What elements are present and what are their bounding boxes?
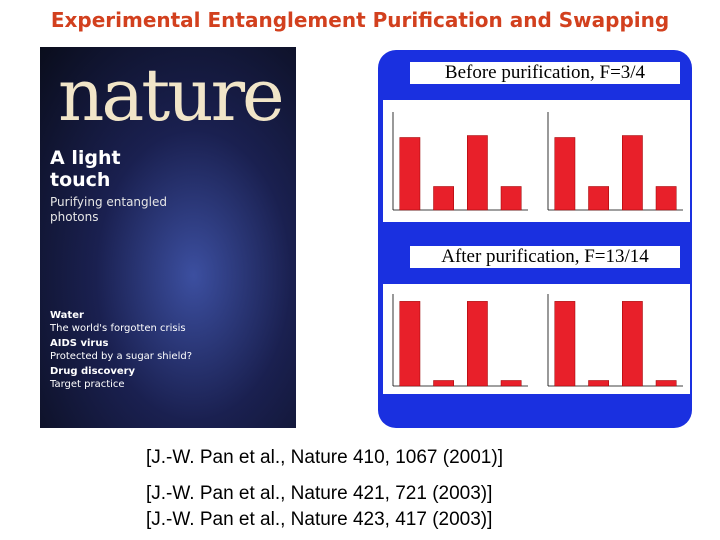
bar: [500, 186, 522, 211]
bar: [500, 380, 522, 387]
item-text: Protected by a sugar shield?: [50, 351, 193, 362]
masthead: nature: [58, 53, 285, 137]
bar: [622, 135, 643, 211]
bar: [554, 137, 576, 211]
bar: [655, 380, 677, 387]
item-text: Target practice: [50, 379, 125, 390]
item-text: The world's forgotten crisis: [50, 323, 186, 334]
item-topic: Drug discovery: [50, 366, 136, 377]
bar: [554, 301, 576, 387]
cover-headline: A light touch: [50, 147, 121, 191]
item-topic: AIDS virus: [50, 338, 109, 349]
bar: [433, 186, 454, 211]
citation: [J.-W. Pan et al., Nature 410, 1067 (200…: [146, 447, 503, 468]
chart-box: [383, 100, 690, 222]
bar: [433, 380, 454, 387]
cover-subhead: Purifying entangled photons: [50, 195, 167, 224]
bar: [588, 186, 609, 211]
bar: [467, 301, 488, 387]
after-caption: After purification, F=13/14: [410, 246, 680, 268]
chart-box: [383, 284, 690, 394]
before-caption: Before purification, F=3/4: [410, 62, 680, 84]
bar: [655, 186, 677, 211]
bar: [588, 380, 609, 387]
cover-item: AIDS virus Protected by a sugar shield?: [50, 337, 250, 363]
bar: [399, 137, 421, 211]
cover-item: Drug discovery Target practice: [50, 365, 250, 391]
magazine-cover: nature A light touch Purifying entangled…: [40, 47, 296, 428]
bar: [622, 301, 643, 387]
bar: [467, 135, 488, 211]
citation: [J.-W. Pan et al., Nature 421, 721 (2003…: [146, 483, 493, 504]
item-topic: Water: [50, 310, 84, 321]
cover-item: Water The world's forgotten crisis: [50, 309, 250, 335]
citation: [J.-W. Pan et al., Nature 423, 417 (2003…: [146, 509, 493, 530]
slide-title: Experimental Entanglement Purification a…: [50, 8, 670, 32]
bar: [399, 301, 421, 387]
